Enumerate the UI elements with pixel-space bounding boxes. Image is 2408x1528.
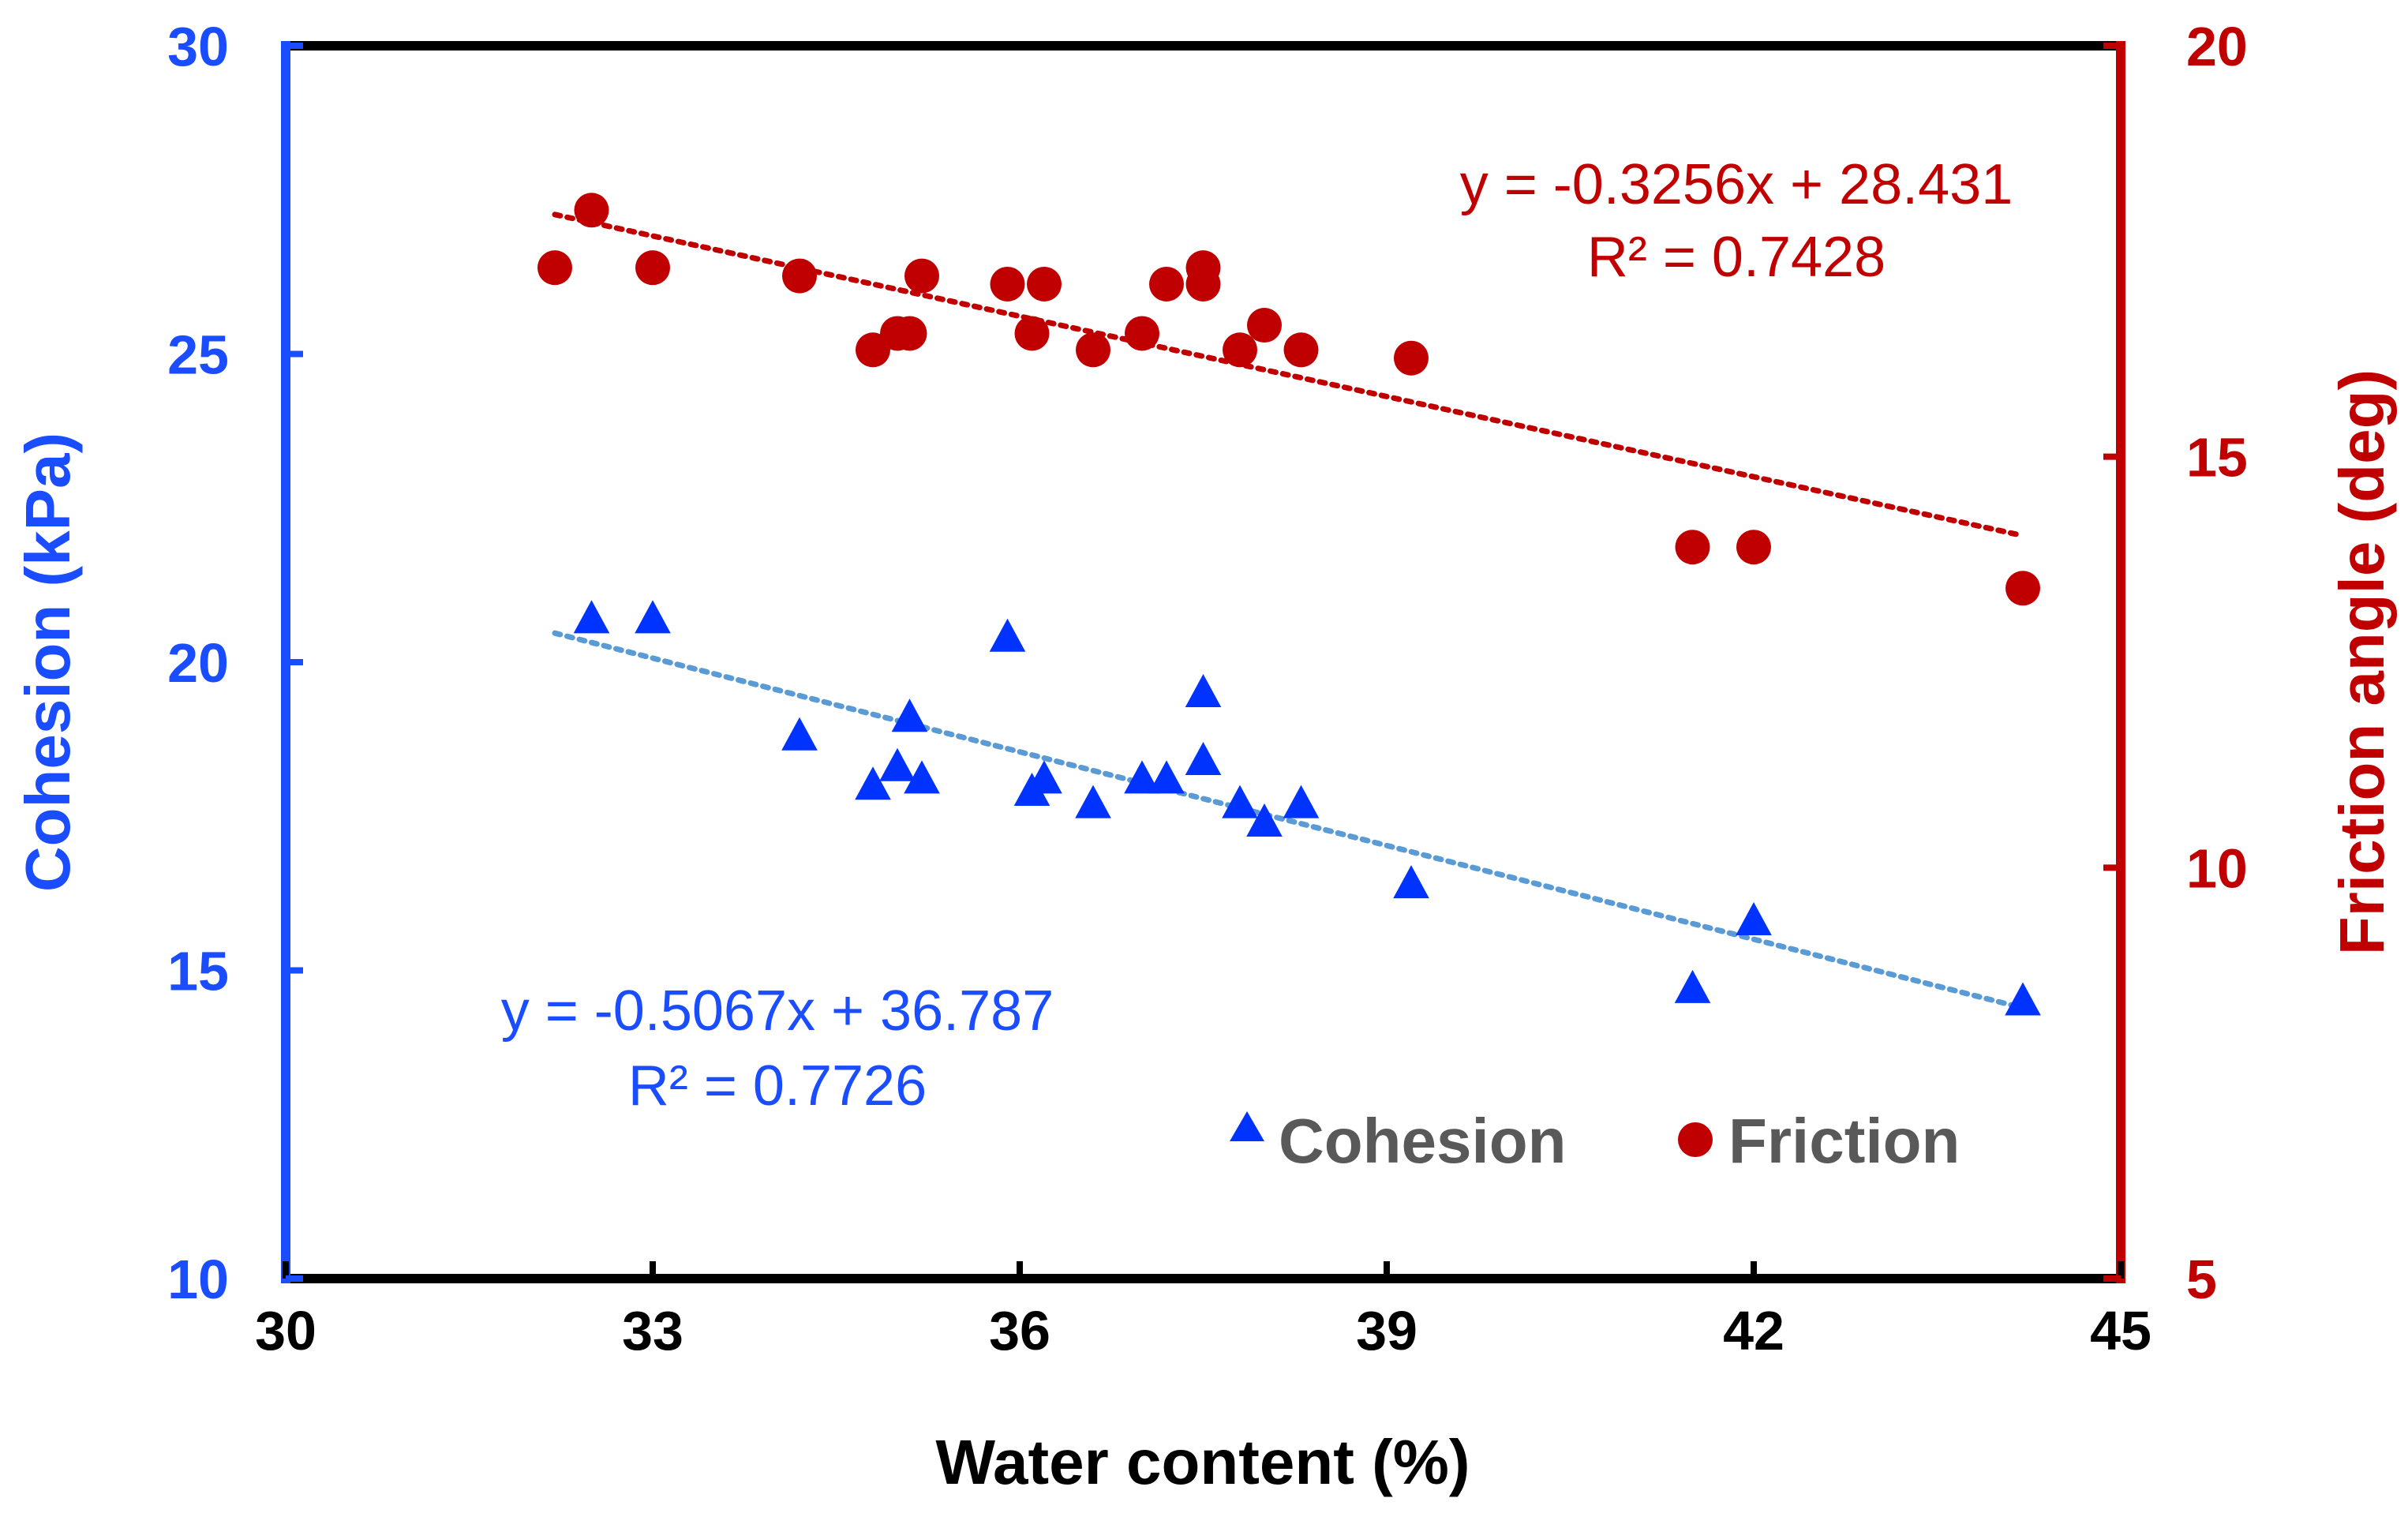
friction-point [1247, 308, 1282, 343]
legend-cohesion-marker [1230, 1111, 1264, 1141]
friction-point [537, 250, 572, 286]
friction-point [1223, 332, 1257, 368]
left-y-tick-label: 15 [167, 941, 229, 1002]
cohesion-trend-r2: R² = 0.7726 [628, 1054, 927, 1118]
friction-point [1014, 316, 1050, 351]
cohesion-trendline [552, 630, 2026, 1011]
cohesion-point [1148, 760, 1185, 794]
friction-trend-r2: R² = 0.7428 [1587, 226, 1886, 289]
legend-cohesion-label: Cohesion [1279, 1106, 1566, 1176]
cohesion-point [1246, 803, 1283, 837]
left-y-axis-title: Cohesion (kPa) [13, 433, 83, 892]
friction-point [1283, 332, 1319, 368]
friction-point [1125, 316, 1159, 351]
right-y-tick-label: 5 [2186, 1249, 2217, 1310]
friction-trend-equation: y = -0.3256x + 28.431 [1460, 153, 2013, 216]
cohesion-point [1736, 902, 1772, 936]
cohesion-point [1075, 785, 1111, 818]
friction-point [892, 316, 927, 351]
right-y-tick-label: 10 [2186, 837, 2248, 899]
cohesion-point [1026, 760, 1062, 794]
x-axis-ticks: 30 33 36 39 42 45 [255, 1261, 2151, 1361]
friction-point [1185, 266, 1221, 301]
friction-point [1027, 266, 1062, 301]
cohesion-point [1124, 760, 1160, 794]
left-y-tick-label: 10 [167, 1249, 229, 1310]
friction-point [1394, 340, 1429, 376]
x-tick-label: 33 [622, 1300, 683, 1361]
x-tick-label: 39 [1356, 1300, 1417, 1361]
cohesion-point [2005, 982, 2041, 1016]
friction-point [856, 332, 890, 368]
cohesion-point [1393, 865, 1429, 899]
cohesion-point [781, 717, 818, 751]
right-y-tick-label: 20 [2186, 16, 2248, 77]
right-y-axis-title: Friction angle (deg) [2327, 369, 2397, 955]
cohesion-point [1185, 674, 1222, 708]
left-y-tick-label: 20 [167, 632, 229, 694]
right-y-axis-ticks: 5 10 15 20 [2103, 16, 2248, 1310]
left-y-axis-ticks: 10 15 20 25 30 [167, 16, 303, 1310]
right-y-tick-label: 15 [2186, 427, 2248, 489]
friction-point [990, 266, 1025, 301]
x-tick-label: 42 [1723, 1300, 1784, 1361]
cohesion-point [635, 600, 671, 634]
x-tick-label: 30 [255, 1300, 316, 1361]
legend: Cohesion Friction [1230, 1106, 1960, 1176]
cohesion-point [1674, 969, 1711, 1003]
cohesion-point [1283, 785, 1320, 818]
cohesion-point [891, 698, 928, 732]
friction-point [1675, 530, 1710, 565]
friction-point [1076, 332, 1110, 368]
friction-point [2005, 571, 2040, 606]
data-points [537, 193, 2041, 1016]
x-tick-label: 45 [2090, 1300, 2151, 1361]
legend-friction-marker [1678, 1122, 1713, 1157]
cohesion-point [879, 747, 916, 781]
friction-point [1736, 530, 1771, 565]
x-axis-title: Water content (%) [935, 1427, 1470, 1497]
left-y-tick-label: 30 [167, 16, 229, 77]
friction-point [904, 258, 939, 294]
left-y-tick-label: 25 [167, 324, 229, 386]
cohesion-point [1185, 741, 1222, 775]
cohesion-point [904, 760, 940, 794]
cohesion-point [573, 600, 610, 634]
trendlines [552, 212, 2026, 1011]
cohesion-trend-equation: y = -0.5067x + 36.787 [501, 979, 1054, 1043]
cohesion-point [855, 766, 891, 800]
cohesion-point [989, 618, 1026, 652]
cohesion-point [1222, 785, 1258, 818]
friction-point [782, 258, 817, 294]
friction-point [635, 250, 670, 286]
friction-point [574, 193, 609, 228]
x-tick-label: 36 [989, 1300, 1050, 1361]
friction-point [1149, 266, 1184, 301]
legend-friction-label: Friction [1728, 1106, 1960, 1176]
